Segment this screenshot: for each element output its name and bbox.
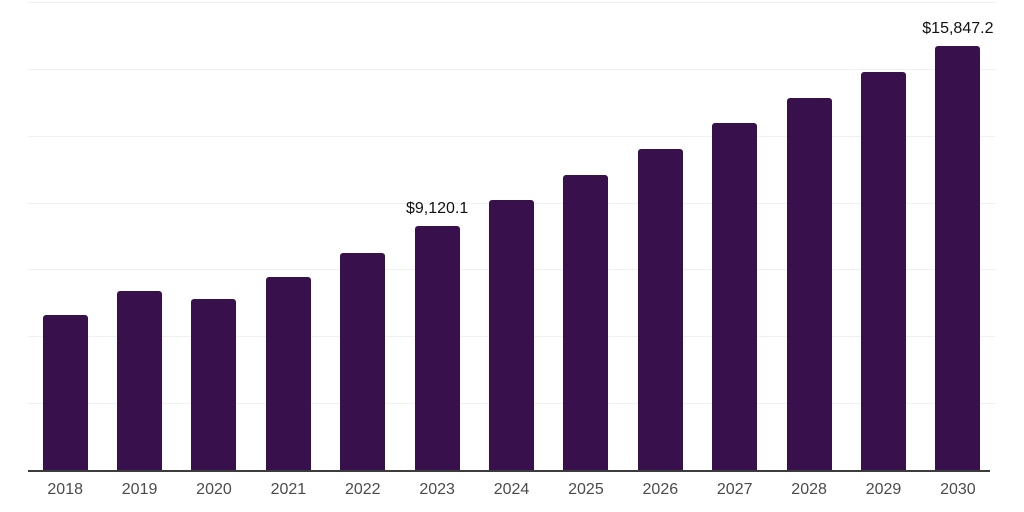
- bar-band-2023: $9,120.1: [400, 0, 474, 470]
- bar-2021: [265, 276, 311, 470]
- x-axis-line: [28, 470, 990, 472]
- gridline: [28, 135, 995, 137]
- x-tick-2018: 2018: [47, 481, 83, 498]
- bar-2026: [637, 149, 683, 470]
- x-tick-2019: 2019: [121, 481, 158, 498]
- bar-band-2022: [326, 0, 400, 470]
- bar-2020: [191, 298, 237, 470]
- x-axis-tick-labels: 2018 2019 2020 2021 2022 2023 2024 2025 2026 2027…: [28, 478, 995, 502]
- x-tick-2020: 2020: [196, 481, 232, 498]
- bar-band-2030: $15,847.2: [921, 0, 995, 470]
- x-tick-2025: 2025: [568, 481, 604, 498]
- bar-band-2026: [623, 0, 697, 470]
- bar-2025: [563, 174, 609, 470]
- bar-2028: [786, 98, 832, 470]
- x-tick-2021: 2021: [270, 481, 307, 498]
- bar-2029: [860, 72, 906, 470]
- gridline: [28, 68, 995, 70]
- bar-2030: [935, 46, 981, 470]
- bar-2019: [117, 290, 163, 470]
- plot-area: $9,120.1 $15,847.2: [28, 0, 995, 472]
- bar-band-2028: [772, 0, 846, 470]
- bar-band-2029: [846, 0, 920, 470]
- bar-2027: [712, 123, 758, 470]
- bar-2022: [340, 252, 386, 470]
- value-label-2023: $9,120.1: [406, 200, 469, 218]
- x-tick-2028: 2028: [791, 481, 827, 498]
- bar-band-2018: [28, 0, 102, 470]
- x-tick-2024: 2024: [493, 481, 530, 498]
- gridline: [28, 2, 995, 3]
- x-tick-2027: 2027: [716, 481, 753, 498]
- bar-band-2019: [102, 0, 176, 470]
- value-label-2030: $15,847.2: [922, 20, 994, 38]
- bar-band-2025: [549, 0, 623, 470]
- x-tick-2026: 2026: [642, 481, 679, 498]
- bar-2018: [42, 314, 88, 470]
- bar-band-2021: [251, 0, 325, 470]
- bar-band-2027: [698, 0, 772, 470]
- x-tick-2022: 2022: [344, 481, 381, 498]
- bar-band-2024: [474, 0, 548, 470]
- x-tick-2029: 2029: [865, 481, 902, 498]
- x-tick-2023: 2023: [419, 481, 455, 498]
- bars-layer: $9,120.1 $15,847.2: [28, 0, 995, 470]
- x-tick-2030: 2030: [940, 481, 976, 498]
- bar-2024: [489, 199, 535, 470]
- bar-band-2020: [177, 0, 251, 470]
- bar-2023: [414, 226, 460, 470]
